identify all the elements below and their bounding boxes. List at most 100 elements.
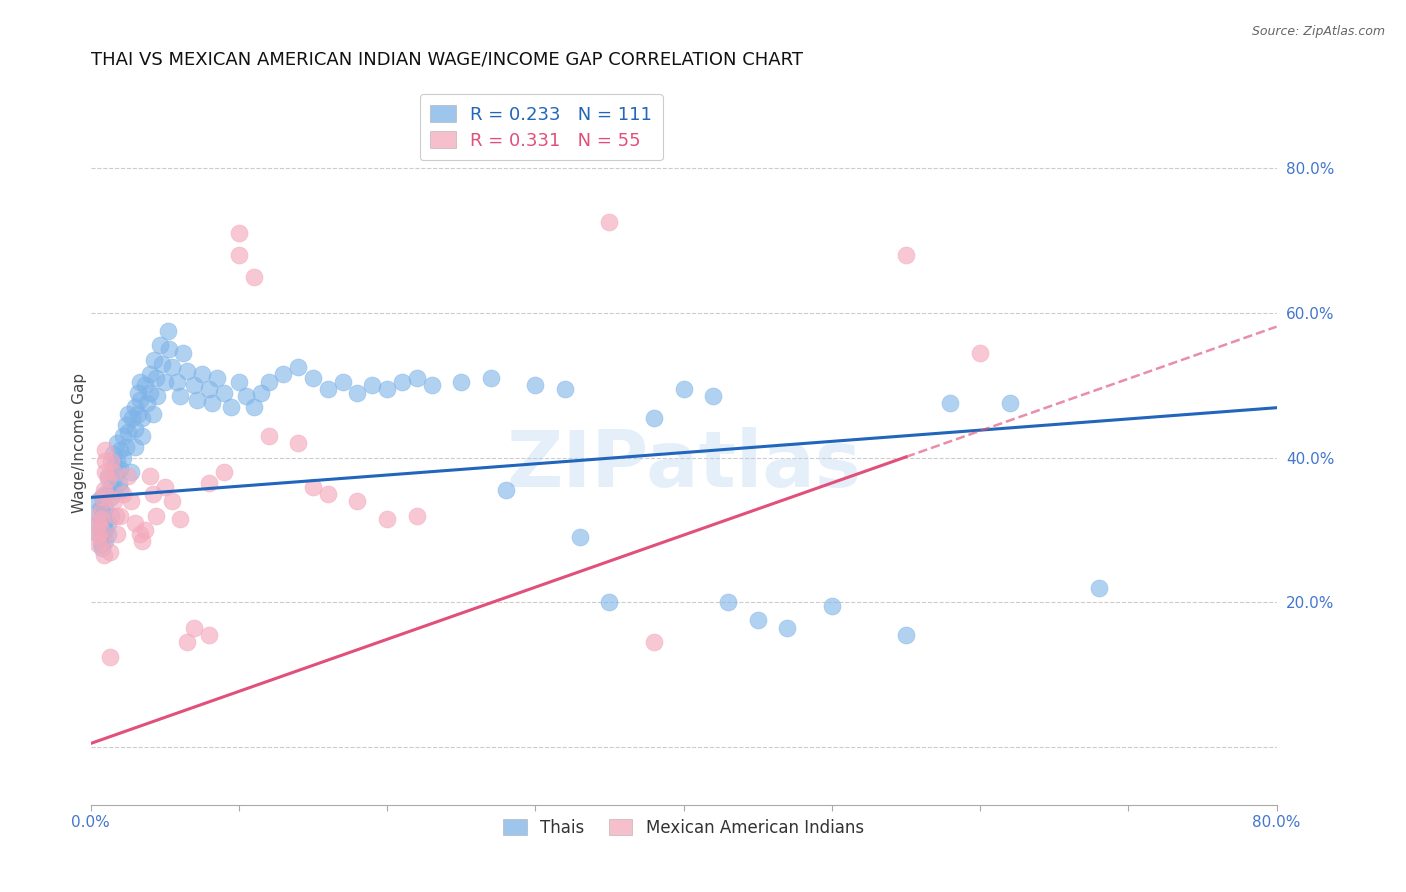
Point: [346, 385, 368, 400]
Point: [87, 505, 110, 519]
Point: [228, 248, 250, 262]
Point: [205, 371, 228, 385]
Point: [176, 635, 198, 649]
Point: [127, 385, 149, 400]
Point: [479, 371, 502, 385]
Point: [90, 523, 112, 537]
Point: [169, 389, 191, 403]
Point: [169, 512, 191, 526]
Point: [160, 360, 183, 375]
Point: [332, 375, 354, 389]
Point: [105, 454, 128, 468]
Text: ZIPatlas: ZIPatlas: [506, 427, 860, 503]
Point: [124, 400, 146, 414]
Point: [998, 396, 1021, 410]
Point: [124, 516, 146, 530]
Point: [136, 396, 159, 410]
Point: [821, 599, 844, 613]
Point: [97, 468, 120, 483]
Point: [124, 422, 146, 436]
Point: [87, 537, 110, 551]
Point: [568, 530, 591, 544]
Point: [242, 269, 264, 284]
Point: [554, 382, 576, 396]
Point: [104, 468, 127, 483]
Point: [160, 494, 183, 508]
Point: [717, 595, 740, 609]
Point: [302, 371, 325, 385]
Point: [702, 389, 724, 403]
Point: [142, 487, 165, 501]
Point: [131, 429, 153, 443]
Point: [100, 508, 122, 523]
Point: [142, 407, 165, 421]
Point: [176, 364, 198, 378]
Point: [87, 516, 110, 530]
Point: [105, 526, 128, 541]
Point: [97, 491, 120, 505]
Point: [287, 360, 309, 375]
Point: [128, 526, 150, 541]
Point: [120, 494, 142, 508]
Point: [90, 523, 112, 537]
Point: [98, 649, 121, 664]
Point: [124, 440, 146, 454]
Point: [242, 400, 264, 414]
Point: [110, 443, 132, 458]
Point: [120, 465, 142, 479]
Point: [117, 425, 139, 440]
Point: [90, 512, 112, 526]
Point: [94, 533, 117, 548]
Point: [87, 526, 110, 541]
Point: [115, 440, 138, 454]
Point: [598, 595, 620, 609]
Point: [110, 483, 132, 498]
Point: [894, 628, 917, 642]
Point: [93, 549, 115, 563]
Point: [127, 407, 149, 421]
Point: [146, 389, 169, 403]
Point: [172, 345, 194, 359]
Y-axis label: Wage/Income Gap: Wage/Income Gap: [72, 373, 87, 513]
Point: [110, 508, 132, 523]
Point: [94, 501, 117, 516]
Point: [103, 483, 125, 498]
Text: THAI VS MEXICAN AMERICAN INDIAN WAGE/INCOME GAP CORRELATION CHART: THAI VS MEXICAN AMERICAN INDIAN WAGE/INC…: [90, 51, 803, 69]
Point: [316, 487, 339, 501]
Point: [94, 487, 117, 501]
Point: [375, 512, 398, 526]
Point: [894, 248, 917, 262]
Point: [90, 537, 112, 551]
Point: [198, 475, 221, 490]
Point: [121, 410, 143, 425]
Point: [89, 505, 111, 519]
Point: [105, 436, 128, 450]
Point: [420, 378, 443, 392]
Point: [131, 410, 153, 425]
Point: [191, 368, 214, 382]
Point: [134, 523, 156, 537]
Point: [91, 491, 114, 505]
Point: [405, 371, 427, 385]
Point: [128, 392, 150, 407]
Point: [672, 382, 695, 396]
Point: [302, 480, 325, 494]
Point: [134, 378, 156, 392]
Point: [273, 368, 295, 382]
Point: [87, 516, 110, 530]
Point: [150, 357, 173, 371]
Point: [450, 375, 472, 389]
Legend: Thais, Mexican American Indians: Thais, Mexican American Indians: [496, 813, 870, 844]
Point: [166, 375, 188, 389]
Point: [112, 450, 135, 465]
Point: [91, 533, 114, 548]
Point: [221, 400, 243, 414]
Point: [156, 324, 179, 338]
Point: [212, 465, 235, 479]
Point: [94, 465, 117, 479]
Point: [257, 429, 280, 443]
Point: [391, 375, 413, 389]
Point: [228, 375, 250, 389]
Point: [90, 512, 112, 526]
Point: [104, 508, 127, 523]
